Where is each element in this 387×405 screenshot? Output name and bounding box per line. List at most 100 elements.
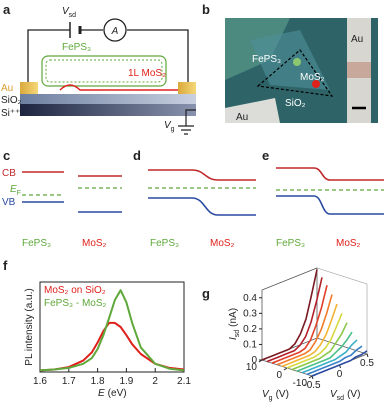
unit: (nA)	[228, 308, 239, 327]
si-layer	[20, 104, 196, 116]
axis-label: E (eV)	[98, 388, 127, 399]
iv-curve	[276, 294, 333, 366]
y-tick-label: -10	[293, 378, 308, 389]
au-pad	[20, 82, 38, 94]
iv-curve	[296, 331, 353, 372]
subscript: sd	[337, 395, 345, 402]
pl-curve	[39, 289, 185, 372]
subscript: g	[171, 126, 175, 133]
panel-c: c CB EF VB FePS₃ MoS₂	[2, 148, 122, 249]
material-label: MoS₂	[82, 238, 107, 249]
image-label: Au	[351, 34, 363, 45]
band-label: EF	[10, 184, 21, 197]
subscript: g	[269, 395, 273, 402]
x-tick-label: 0.5	[360, 358, 374, 369]
legend-entry: MoS₂ on SiO₂	[44, 285, 106, 296]
panel-label: d	[133, 148, 141, 163]
vb-band	[148, 197, 256, 216]
x-tick-label: 1.7	[62, 376, 76, 387]
band-label: CB	[2, 168, 16, 179]
panel-e: e FePS₃ MoS₂	[262, 148, 384, 249]
gate-label: Vg	[164, 120, 175, 133]
mos2-layer	[59, 84, 186, 91]
panel-label: b	[202, 2, 210, 17]
unit: (V)	[347, 389, 360, 400]
band-label: VB	[2, 197, 16, 208]
spot	[293, 58, 301, 66]
layer-label: Si⁺⁺	[1, 108, 20, 119]
panel-label: a	[3, 2, 11, 17]
pl-curve	[39, 321, 185, 372]
voltage-label: Vsd	[62, 6, 76, 19]
subscript: sd	[69, 12, 77, 19]
image-label: FePS₃	[252, 54, 281, 65]
x-tick-label: 2.1	[177, 376, 191, 387]
iv-curve	[291, 322, 348, 371]
feps3-flake	[41, 55, 167, 87]
panel-b: b FePS₃ MoS₂ SiO₂ Au Au	[202, 2, 378, 123]
flake-label: FePS₃	[62, 42, 91, 53]
image-label: SiO₂	[285, 98, 306, 109]
au-contact	[347, 62, 371, 78]
x-tick	[311, 375, 314, 380]
mos2-outline	[256, 49, 334, 97]
panel-label: g	[202, 286, 210, 301]
x-tick-label: 1.6	[33, 376, 47, 387]
z-tick-label: 0.2	[243, 324, 257, 335]
y-tick-label: 10	[246, 362, 258, 373]
y-tick	[283, 367, 288, 371]
symbol: V	[330, 389, 338, 400]
z-tick-label: 0.4	[243, 293, 257, 304]
material-label: MoS₂	[210, 238, 235, 249]
layer-label: Au	[1, 83, 13, 94]
symbol: V	[262, 389, 270, 400]
back-wall	[261, 267, 318, 360]
au-pad	[178, 82, 196, 94]
image-label: MoS₂	[300, 72, 325, 83]
panel-label: f	[3, 258, 8, 273]
iv-curve	[281, 303, 338, 368]
ammeter-label: A	[111, 26, 119, 37]
unit: (eV)	[108, 388, 127, 399]
axis-label: Vsd (V)	[330, 389, 360, 402]
iv-curve	[266, 277, 323, 363]
cb-band	[276, 167, 384, 181]
material-label: FePS₃	[150, 238, 179, 249]
y-tick	[308, 375, 313, 379]
monolayer-label: 1L MoS₂	[128, 68, 166, 79]
material-label: MoS₂	[336, 238, 361, 249]
x-tick-label: -0.5	[303, 380, 321, 391]
cb-band	[148, 169, 256, 181]
iv-curve	[301, 339, 358, 374]
axis-label: Vg (V)	[262, 389, 289, 402]
iv-curve	[306, 345, 363, 376]
layer-label: SiO₂	[1, 95, 22, 106]
z-tick-label: 0	[251, 355, 257, 366]
iv-curve	[271, 285, 328, 364]
ammeter	[103, 18, 127, 42]
z-tick-label: 0.3	[243, 308, 257, 319]
iv-curve	[261, 269, 318, 361]
iv-curve	[286, 313, 343, 369]
wire	[27, 29, 189, 82]
x-tick-label: 1.9	[119, 376, 133, 387]
y-axis-label: PL intensity (a.u.)	[24, 288, 35, 365]
symbol: E	[98, 388, 105, 399]
legend-entry: FePS₃ - MoS₂	[44, 298, 107, 309]
panel-a: a A Vsd FePS₃ 1L MoS₂ Au SiO₂ Si⁺⁺ Vg	[1, 2, 196, 135]
image-label: Au	[236, 112, 248, 123]
symbol: E	[10, 184, 17, 195]
x-tick	[366, 353, 369, 358]
unit: (V)	[276, 389, 289, 400]
y-tick-label: 0	[276, 370, 282, 381]
subscript: F	[17, 190, 21, 197]
subscript: sd	[234, 330, 241, 338]
panel-label: e	[262, 148, 269, 163]
symbol: V	[164, 120, 172, 131]
axis-label: Isd (nA)	[228, 308, 241, 340]
au-electrode	[225, 98, 280, 123]
panel-f: f 1.6 1.7 1.8 1.9 2 2.1 E (eV) PL intensity (a.u.…	[3, 258, 191, 399]
symbol: I	[228, 337, 239, 340]
